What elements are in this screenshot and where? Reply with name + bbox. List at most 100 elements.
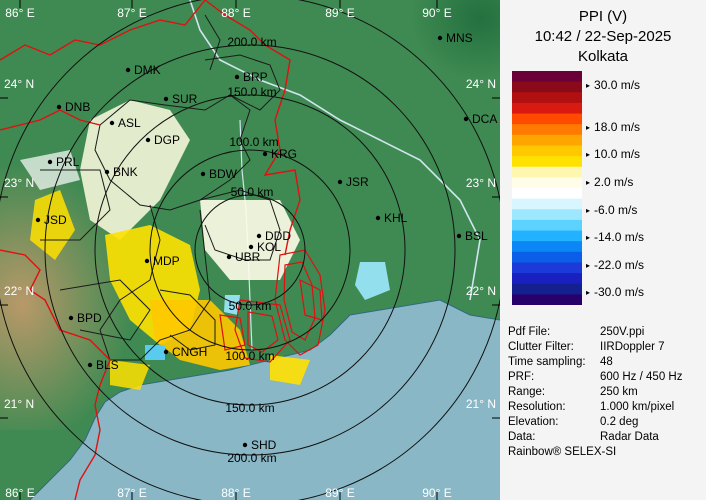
city-dot bbox=[68, 315, 74, 321]
colorbar-swatch bbox=[512, 198, 582, 210]
colorbar-swatch bbox=[512, 294, 582, 305]
city-label: KOL bbox=[257, 240, 281, 254]
city-dot bbox=[35, 217, 41, 223]
city-dot bbox=[226, 254, 232, 260]
colorbar-label: -6.0 m/s bbox=[586, 203, 637, 217]
velocity-contours bbox=[219, 249, 326, 363]
state-borders bbox=[0, 0, 301, 500]
city-dot bbox=[47, 159, 53, 165]
info-panel: PPI (V) 10:42 / 22-Sep-2025 Kolkata 30.0… bbox=[500, 0, 706, 500]
city-label: CNGH bbox=[172, 345, 207, 359]
city-dot bbox=[104, 169, 110, 175]
city-label: ASL bbox=[118, 116, 141, 130]
product-title: PPI (V) bbox=[578, 8, 628, 25]
info-value: 0.2 deg bbox=[600, 416, 639, 428]
city-dot bbox=[145, 137, 151, 143]
colorbar-swatch bbox=[512, 113, 582, 125]
info-key: Resolution: bbox=[508, 401, 566, 413]
info-key: Data: bbox=[508, 431, 536, 443]
lat-label: 21° N bbox=[4, 397, 34, 411]
city-label: BDW bbox=[209, 167, 238, 181]
river-ganges bbox=[189, 0, 481, 301]
lon-label: 87° E bbox=[117, 6, 146, 20]
colorbar-swatch bbox=[512, 262, 582, 274]
info-value: 48 bbox=[600, 356, 613, 368]
colorbar-swatch bbox=[512, 241, 582, 253]
coordinate-labels: 86° E 86° E 87° E 87° E 88° E 88° E 89° E 89° E… bbox=[4, 6, 496, 500]
city-dot bbox=[56, 104, 62, 110]
city-label: DMK bbox=[134, 63, 161, 77]
info-value: 250 km bbox=[600, 386, 638, 398]
colorbar-label: 18.0 m/s bbox=[586, 120, 640, 134]
city-label: JSR bbox=[346, 175, 369, 189]
city-dot bbox=[375, 215, 381, 221]
range-label: 100.0 km bbox=[229, 135, 278, 149]
info-key: Pdf File: bbox=[508, 326, 551, 338]
info-key: Clutter Filter: bbox=[508, 341, 574, 353]
colorbar-swatch bbox=[512, 219, 582, 232]
range-labels: 50.0 km 100.0 km 150.0 km 200.0 km 50.0 km 10… bbox=[225, 35, 278, 465]
colorbar-swatch bbox=[512, 81, 582, 93]
city-dot bbox=[144, 258, 150, 264]
lat-label: 21° N bbox=[466, 397, 496, 411]
colorbar-swatch bbox=[512, 71, 582, 83]
colorbar-swatch bbox=[512, 209, 582, 221]
colorbar-swatch bbox=[512, 145, 582, 157]
lat-label: 23° N bbox=[4, 176, 34, 190]
lat-label: 24° N bbox=[466, 77, 496, 91]
range-label: 150.0 km bbox=[225, 401, 274, 415]
info-key: Range: bbox=[508, 386, 546, 398]
city-markers: MNS DMK BRP DNB SUR ASL DCA DGP KRG PRL BNK BDW JSR J… bbox=[35, 31, 497, 452]
info-value: IIRDoppler 7 bbox=[600, 341, 665, 353]
city-label: BSL bbox=[465, 229, 488, 243]
city-dot bbox=[109, 120, 115, 126]
range-ring-100 bbox=[149, 149, 351, 351]
city-label: BPD bbox=[77, 311, 102, 325]
city-label: BNK bbox=[113, 165, 138, 179]
range-label: 100.0 km bbox=[225, 349, 274, 363]
info-key: Elevation: bbox=[508, 416, 559, 428]
city-dot bbox=[463, 116, 469, 122]
colorbar-label: 10.0 m/s bbox=[586, 147, 640, 161]
colorbar-label: -30.0 m/s bbox=[586, 285, 644, 299]
colorbar-swatch bbox=[512, 166, 582, 178]
range-label: 200.0 km bbox=[227, 451, 276, 465]
lon-label: 90° E bbox=[422, 6, 451, 20]
credit-text: Rainbow® SELEX-SI bbox=[508, 446, 617, 458]
graticule bbox=[0, 0, 500, 500]
echo-field bbox=[20, 100, 390, 390]
range-label: 50.0 km bbox=[231, 185, 274, 199]
city-label: SUR bbox=[172, 92, 198, 106]
city-dot bbox=[256, 233, 262, 239]
colorbar-label: 2.0 m/s bbox=[586, 175, 633, 189]
city-dot bbox=[456, 233, 462, 239]
range-ring-50 bbox=[194, 194, 306, 306]
radar-map: 50.0 km 100.0 km 150.0 km 200.0 km 50.0 km 10… bbox=[0, 0, 500, 500]
velocity-colorbar bbox=[512, 71, 582, 305]
lat-label: 23° N bbox=[466, 176, 496, 190]
city-label: KRG bbox=[271, 147, 297, 161]
city-label: PRL bbox=[56, 155, 80, 169]
lat-label: 22° N bbox=[4, 284, 34, 298]
info-key: Time sampling: bbox=[508, 356, 586, 368]
lat-label: 22° N bbox=[466, 284, 496, 298]
colorbar-swatch bbox=[512, 251, 582, 263]
lon-label: 86° E bbox=[5, 486, 34, 500]
colorbar-swatch bbox=[512, 124, 582, 136]
colorbar-swatch bbox=[512, 273, 582, 285]
colorbar-swatch bbox=[512, 283, 582, 295]
lon-label: 88° E bbox=[221, 486, 250, 500]
lon-label: 89° E bbox=[325, 6, 354, 20]
range-rings bbox=[0, 0, 500, 500]
city-dot bbox=[125, 67, 131, 73]
info-value: Radar Data bbox=[600, 431, 659, 443]
range-label: 50.0 km bbox=[229, 299, 272, 313]
city-label: MNS bbox=[446, 31, 473, 45]
lon-label: 89° E bbox=[325, 486, 354, 500]
colorbar-swatch bbox=[512, 156, 582, 168]
city-dot bbox=[262, 151, 268, 157]
lon-label: 86° E bbox=[5, 6, 34, 20]
range-ring-150 bbox=[94, 94, 406, 406]
city-label: KHL bbox=[384, 211, 408, 225]
